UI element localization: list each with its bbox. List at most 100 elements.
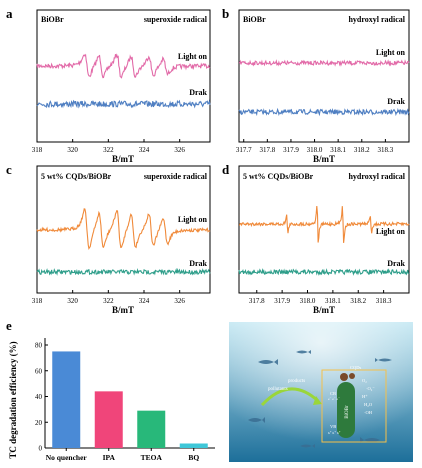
panel-label-c: c	[6, 162, 12, 177]
x-tick-label: 318.0	[300, 297, 316, 305]
bar	[179, 443, 208, 448]
y-tick-label: 60	[35, 367, 43, 375]
y-tick-label: 0	[39, 445, 43, 453]
cqd-dot	[349, 373, 355, 379]
legend-dark-a: Drak	[189, 88, 207, 97]
radical-label-d: hydroxyl radical	[348, 172, 405, 181]
series-dark-a	[36, 99, 211, 109]
x-tick-label: 318.2	[350, 297, 366, 305]
y-tick-label: 20	[35, 419, 43, 427]
x-tick-label: 317.8	[249, 297, 265, 305]
legend-light-a: Light on	[178, 52, 208, 61]
cqds-label: CQDs	[350, 365, 362, 370]
y-tick-label: 40	[35, 393, 43, 401]
x-axis-label-c: B/mT	[112, 305, 134, 315]
fish-icon	[248, 417, 265, 423]
y-tick-label: 80	[35, 342, 43, 350]
panel-a: a BiOBr superoxide radical Light on Drak…	[6, 6, 211, 164]
x-tick-label: 318	[32, 146, 43, 154]
bar	[94, 391, 123, 448]
bar	[52, 351, 81, 448]
sample-label-d: 5 wt% CQDs/BiOBr	[243, 172, 314, 181]
x-tick-label: 322	[103, 146, 114, 154]
zoom-box	[321, 369, 387, 443]
legend-light-c: Light on	[178, 215, 208, 224]
category-label: BQ	[188, 453, 199, 462]
category-label: TEOA	[141, 453, 163, 462]
plot-frame-b	[238, 9, 410, 143]
x-tick-label: 318.2	[354, 146, 370, 154]
radical-label-c: superoxide radical	[144, 172, 208, 181]
category-label: IPA	[103, 453, 116, 462]
plot-frame-d	[238, 165, 410, 294]
legend-light-d: Light on	[376, 227, 406, 236]
sample-label-a: BiOBr	[41, 15, 64, 24]
superoxide-label: ·O₂⁻	[366, 386, 375, 391]
x-tick-label: 318	[32, 297, 43, 305]
oh-label: ·OH	[364, 410, 373, 415]
x-ticks-c: 318 320 322 324 326	[32, 290, 185, 305]
legend-dark-c: Drak	[189, 259, 207, 268]
bars-e	[52, 351, 208, 448]
x-tick-label: 320	[67, 297, 78, 305]
panel-e: e TC degradation efficiency (%) 0 20 40 60 8…	[6, 318, 215, 462]
series-light-b	[238, 59, 410, 67]
h2o-label: H₂O	[364, 402, 373, 407]
pollutants-label: pollutants	[268, 387, 288, 392]
x-tick-label: 318.0	[307, 146, 323, 154]
x-tick-label: 326	[174, 146, 185, 154]
x-ticks-a: 318 320 322 324 326	[32, 139, 185, 154]
panel-c: c 5 wt% CQDs/BiOBr superoxide radical Li…	[6, 162, 211, 315]
fish-icon	[296, 350, 311, 354]
fish-icon	[258, 359, 278, 365]
categories-e: No quencher IPA TEOA BQ	[46, 448, 199, 462]
fish-icon	[375, 358, 392, 362]
radical-label-a: superoxide radical	[144, 15, 208, 24]
x-tick-label: 322	[103, 297, 114, 305]
series-dark-d	[238, 268, 410, 276]
x-tick-label: 324	[139, 297, 150, 305]
series-light-a	[36, 53, 211, 79]
flow-arrow	[260, 387, 320, 407]
radical-label-b: hydroxyl radical	[348, 15, 405, 24]
x-axis-label-b: B/mT	[313, 154, 335, 164]
panel-f: f pollutants products BiOBr CQDs CB VB e…	[229, 321, 413, 462]
panel-label-b: b	[222, 6, 229, 21]
catalyst-label: BiOBr	[345, 405, 350, 419]
x-tick-label: 324	[139, 146, 150, 154]
x-tick-label: 318.3	[378, 146, 394, 154]
flow-arrowhead	[313, 396, 322, 405]
bar	[137, 410, 166, 448]
products-label: products	[288, 379, 305, 384]
sample-label-c: 5 wt% CQDs/BiOBr	[41, 172, 112, 181]
series-dark-c	[36, 267, 211, 276]
cqd-dot	[340, 373, 348, 381]
plot-frame-a	[36, 9, 211, 143]
fish-icon	[300, 444, 315, 448]
x-axis-label-d: B/mT	[313, 305, 335, 315]
legend-light-b: Light on	[376, 48, 406, 57]
panel-label-a: a	[6, 6, 13, 21]
x-tick-label: 317.7	[236, 146, 252, 154]
hplus-label: H⁺	[362, 394, 368, 399]
catalyst-particle	[337, 382, 355, 438]
holes-label: h⁺ h⁺ h⁺	[328, 431, 341, 435]
x-tick-label: 318.1	[325, 297, 341, 305]
electrons-label: e⁻ e⁻ e⁻	[328, 397, 340, 401]
series-light-d	[239, 205, 410, 243]
sample-label-b: BiOBr	[243, 15, 266, 24]
sunlight-glow	[229, 322, 413, 462]
series-light-c	[36, 208, 211, 251]
cb-label: CB	[330, 391, 336, 396]
legend-dark-d: Drak	[387, 259, 405, 268]
x-ticks-d: 317.8 317.9 318.0 318.1 318.2 318.3	[249, 290, 392, 305]
x-ticks-b: 317.7 317.8 317.9 318.0 318.1 318.2 318.3	[236, 139, 394, 154]
y-axis-label-e: TC degradation efficiency (%)	[8, 341, 18, 458]
x-axis-label-a: B/mT	[112, 154, 134, 164]
series-dark-b	[238, 107, 410, 117]
x-tick-label: 317.9	[283, 146, 299, 154]
x-tick-label: 320	[67, 146, 78, 154]
x-tick-label: 317.8	[259, 146, 275, 154]
x-tick-label: 318.3	[376, 297, 392, 305]
